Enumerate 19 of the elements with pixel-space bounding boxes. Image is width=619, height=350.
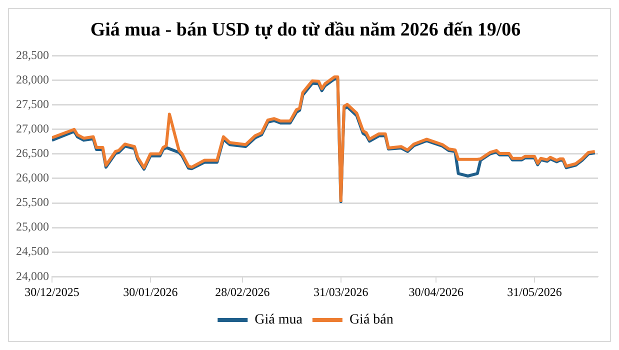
chart-title: Giá mua - bán USD tự do từ đầu năm 2026 đến 19/06: [90, 19, 521, 40]
legend-label: Giá mua: [254, 312, 304, 328]
x-tick-label: 31/03/2026: [314, 284, 368, 299]
y-tick-label: 25,000: [16, 220, 49, 234]
x-tick-label: 28/02/2026: [215, 284, 270, 299]
y-tick-label: 27,500: [16, 97, 49, 112]
y-tick-label: 24,000: [16, 268, 49, 283]
y-tick-label: 26,000: [16, 170, 49, 185]
y-tick-label: 27,000: [16, 122, 49, 136]
legend-label: Giá bán: [349, 312, 394, 328]
y-tick-label: 25,500: [16, 195, 49, 210]
x-tick-label: 30/04/2026: [408, 284, 464, 299]
x-tick-label: 31/05/2026: [507, 284, 562, 299]
y-tick-label: 24,500: [16, 244, 49, 258]
x-tick-label: 30/01/2026: [123, 284, 178, 299]
y-tick-label: 28,500: [16, 48, 49, 62]
x-tick-label: 30/12/2025: [24, 284, 80, 299]
y-tick-label: 26,500: [16, 146, 49, 160]
y-tick-label: 28,000: [16, 72, 49, 86]
